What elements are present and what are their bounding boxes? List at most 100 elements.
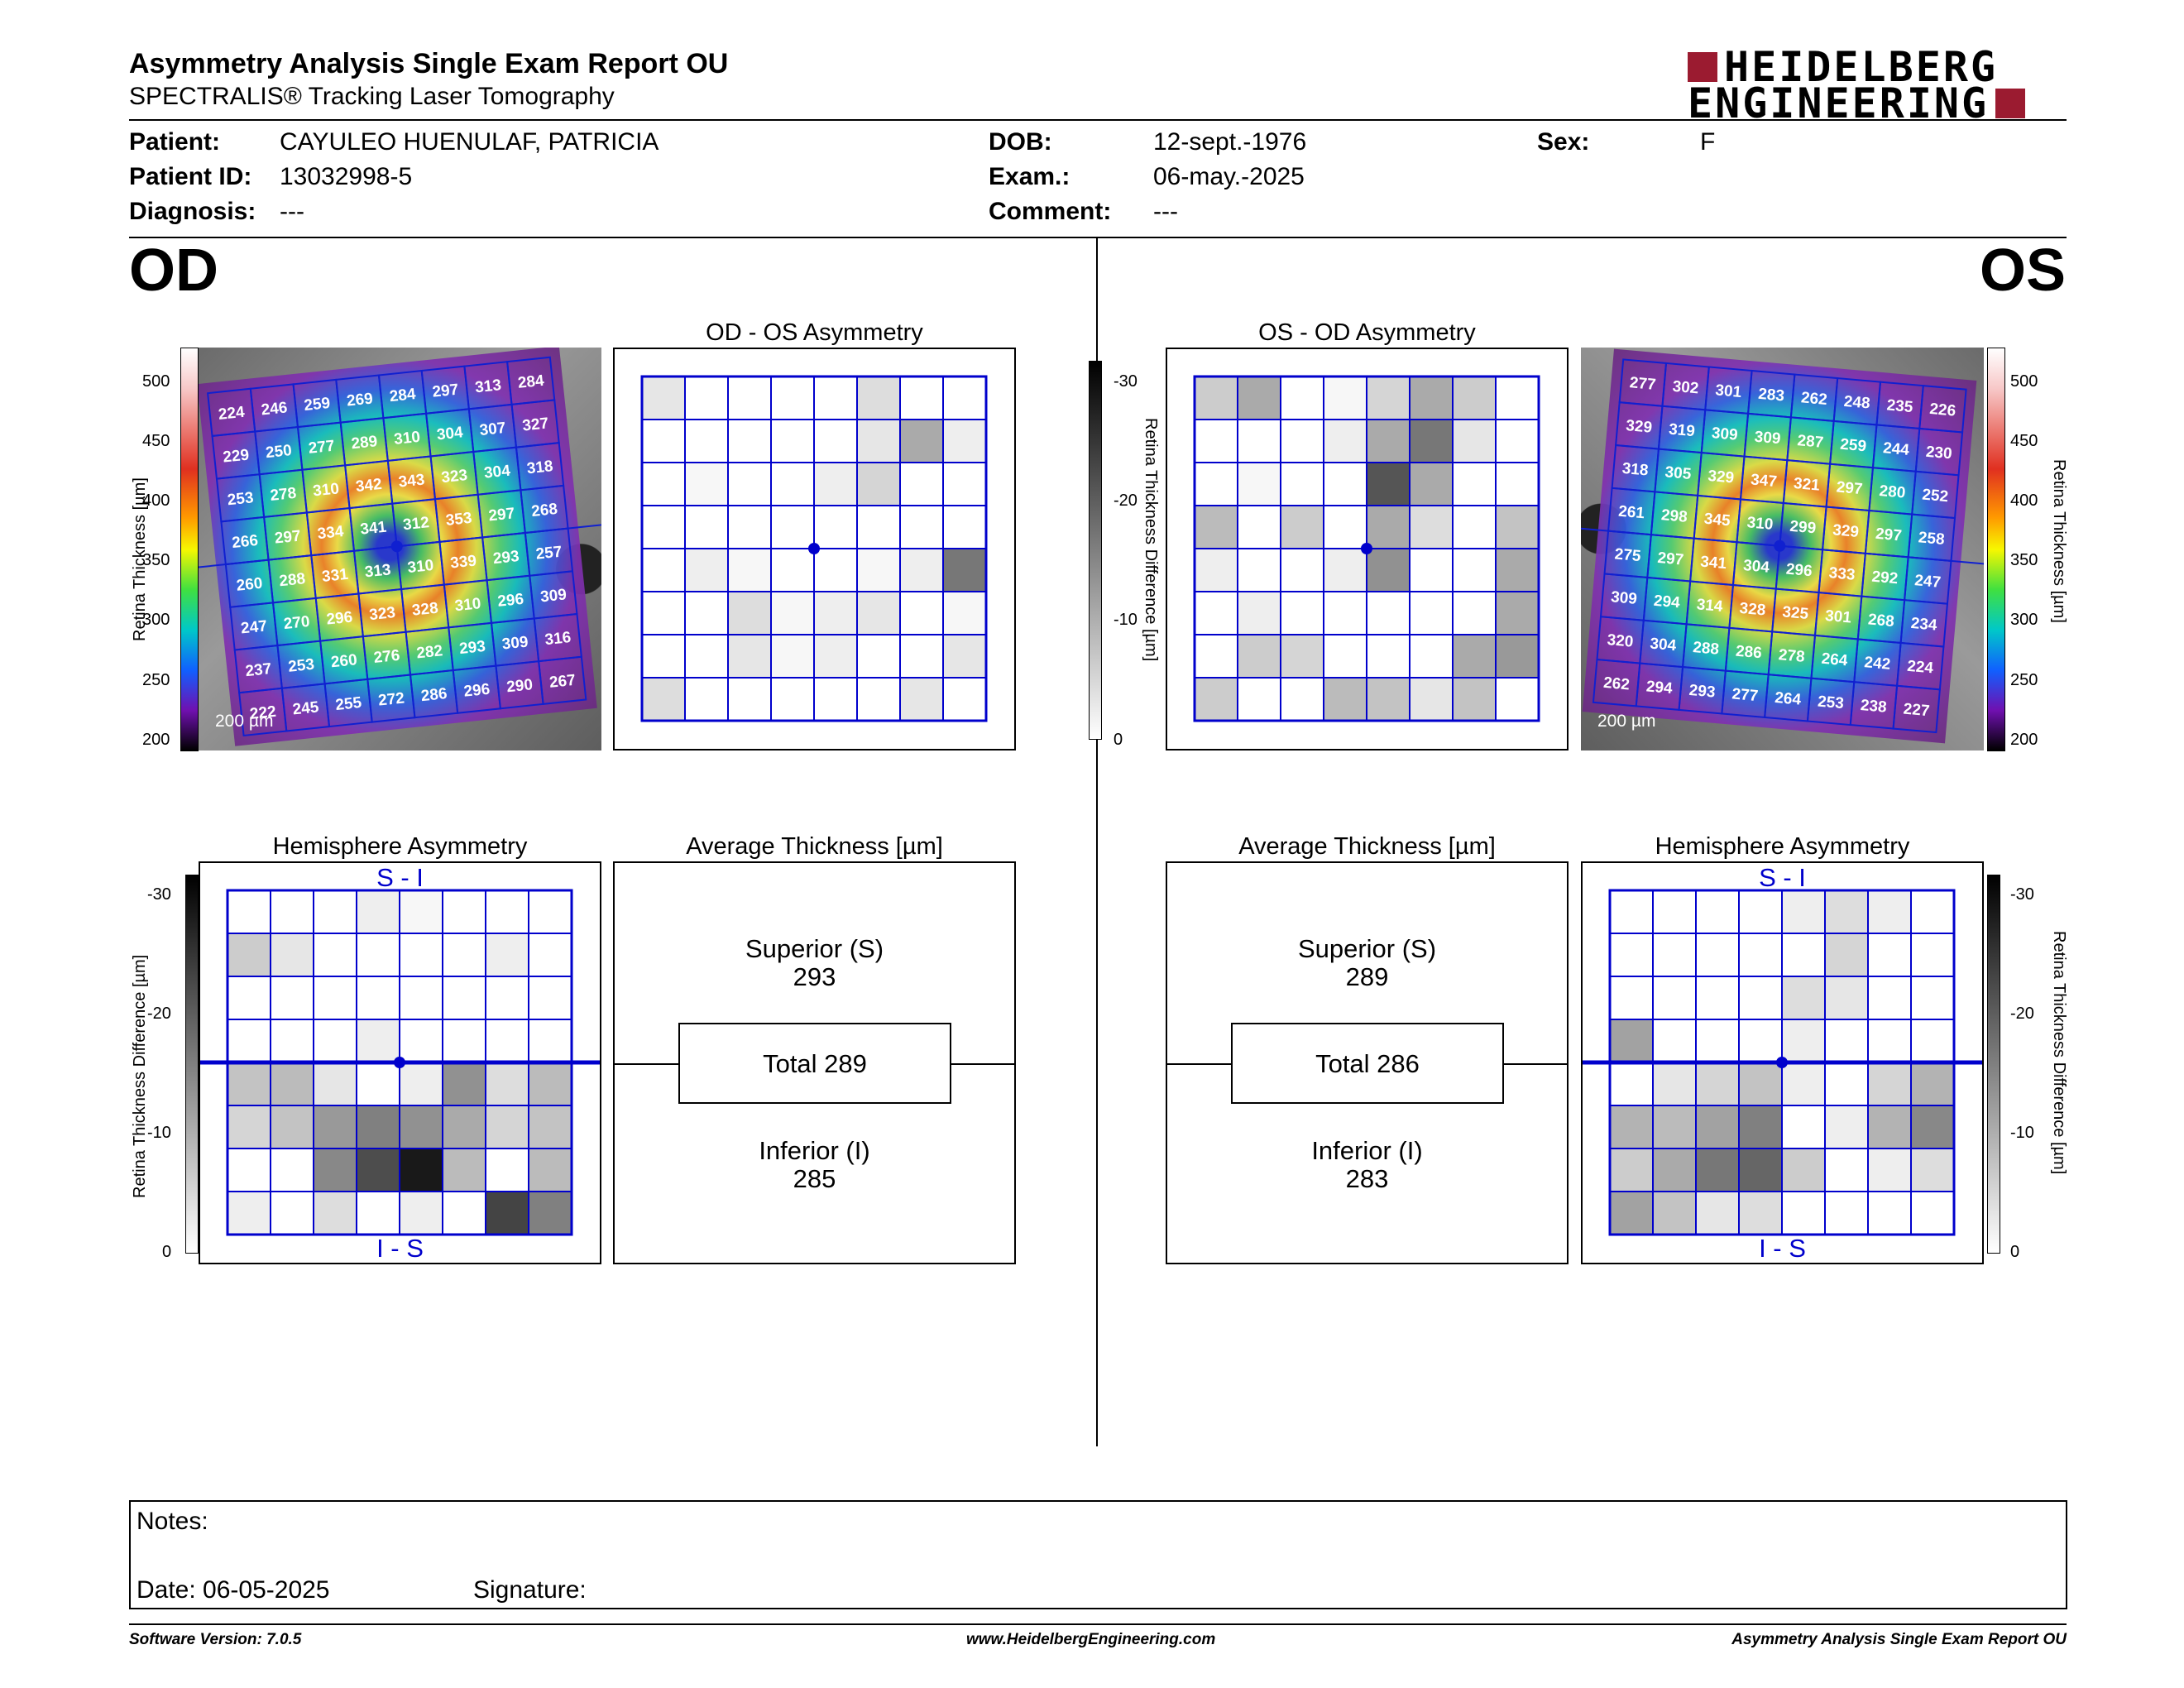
- os-hemi-cell: [1910, 933, 1955, 977]
- od-hemi-cell: [442, 1148, 486, 1192]
- od-asym-cell: [942, 462, 987, 506]
- od-hemi-cell: [485, 976, 529, 1020]
- od-hemi-cell: [399, 1105, 443, 1149]
- os-asym-cell: [1409, 505, 1454, 549]
- os-hemi-cell: [1695, 1062, 1740, 1106]
- od-asym-cell: [684, 591, 729, 635]
- os-asym-title: OS - OD Asymmetry: [1258, 319, 1476, 346]
- od-thickness-value: 310: [454, 595, 482, 615]
- os-asym-cell: [1280, 462, 1324, 506]
- od-hemi-cell: [485, 1062, 529, 1106]
- os-asym-cell: [1280, 419, 1324, 463]
- os-hemi-cell: [1695, 1148, 1740, 1192]
- od-asym-title: OD - OS Asymmetry: [706, 319, 923, 346]
- os-asym-cell: [1237, 462, 1281, 506]
- os-hemi-cell: [1867, 1062, 1912, 1106]
- od-asym-cell: [899, 548, 944, 592]
- od-hemi-cell: [399, 933, 443, 977]
- od-hemi-cell: [356, 933, 400, 977]
- mid-tick-10: -10: [1114, 611, 1138, 629]
- logo-line1: HEIDELBERG: [1724, 43, 1999, 91]
- os-asym-cell: [1366, 505, 1410, 549]
- os-asym-frame: [1193, 375, 1540, 722]
- od-asym-cell: [942, 419, 987, 463]
- os-asym-cell: [1323, 591, 1367, 635]
- od-tick-500: 500: [142, 372, 170, 391]
- os-hemi-cell: [1652, 1062, 1697, 1106]
- od-thickness-value: 268: [530, 501, 558, 520]
- od-asym-cell: [856, 591, 901, 635]
- logo-line2: ENGINEERING: [1688, 79, 1990, 127]
- od-asym-fovea-dot: [808, 543, 820, 554]
- od-hemi-tick-0: 0: [162, 1243, 172, 1261]
- od-hemi-cell: [313, 890, 357, 934]
- os-asym-cell: [1194, 548, 1238, 592]
- od-asym-cell: [641, 462, 686, 506]
- od-thickness-value: 289: [351, 433, 379, 453]
- od-thickness-value: 297: [432, 381, 460, 401]
- od-hemi-cell: [442, 1105, 486, 1149]
- notes-label: Notes:: [136, 1508, 208, 1535]
- od-thickness-value: 278: [270, 485, 298, 505]
- od-thickness-h-axis: [199, 521, 601, 570]
- os-hemisphere-panel: S - I I - S: [1581, 861, 1984, 1264]
- os-hemi-cell: [1609, 1191, 1654, 1235]
- os-asym-cell: [1194, 376, 1238, 420]
- od-thickness-value: 313: [364, 561, 392, 581]
- od-hemi-cell: [399, 1148, 443, 1192]
- footer-report-name: Asymmetry Analysis Single Exam Report OU: [1731, 1631, 2067, 1648]
- os-hemi-cell: [1910, 976, 1955, 1020]
- od-thickness-value: 286: [420, 685, 448, 705]
- od-thickness-value: 341: [359, 519, 387, 539]
- os-asym-cell: [1495, 548, 1540, 592]
- od-thickness-value: 331: [321, 566, 349, 586]
- os-thickness-fovea-dot: [1774, 539, 1786, 552]
- os-thickness-value: 325: [1782, 603, 1810, 623]
- od-asym-cell: [770, 462, 815, 506]
- od-thickness-value: 313: [474, 376, 502, 396]
- od-thickness-value: 222: [249, 703, 277, 723]
- footer-website[interactable]: www.HeidelbergEngineering.com: [966, 1631, 1216, 1648]
- od-fundus-image: 224 246 259 269 284 297 313 284 229 250 277 289 310 3…: [199, 348, 601, 750]
- os-thickness-value: 288: [1692, 639, 1719, 659]
- od-asym-cell: [899, 591, 944, 635]
- od-asym-cell: [684, 376, 729, 420]
- os-thickness-value: 278: [1778, 646, 1805, 666]
- os-thickness-value: 252: [1922, 487, 1949, 506]
- os-hemi-title: Hemisphere Asymmetry: [1655, 833, 1910, 860]
- od-asym-cell: [684, 462, 729, 506]
- os-thickness-value: 333: [1828, 564, 1856, 584]
- os-thickness-value: 309: [1754, 429, 1781, 448]
- od-hemi-cell: [528, 976, 572, 1020]
- od-thickness-value: 229: [222, 446, 250, 466]
- od-hemi-cell: [227, 890, 271, 934]
- os-hemi-cell: [1867, 890, 1912, 934]
- od-tick-350: 350: [142, 551, 170, 569]
- os-asym-cell: [1323, 505, 1367, 549]
- exam-label: Exam.:: [989, 163, 1070, 190]
- os-hemi-cell: [1910, 1191, 1955, 1235]
- od-asym-cell: [942, 505, 987, 549]
- os-thickness-value: 347: [1750, 471, 1777, 491]
- od-asym-cell: [942, 677, 987, 722]
- od-thickness-value: 339: [449, 552, 477, 572]
- os-hemi-cell: [1910, 1148, 1955, 1192]
- os-thickness-value: 345: [1703, 511, 1731, 530]
- patient-id-label: Patient ID:: [129, 163, 252, 190]
- od-asym-cell: [813, 505, 858, 549]
- od-thickness-value: 310: [407, 557, 435, 577]
- od-asym-cell: [856, 677, 901, 722]
- patient-label: Patient:: [129, 128, 221, 156]
- od-hemi-cell: [313, 933, 357, 977]
- os-eye-label: OS: [1979, 237, 2066, 304]
- od-hemi-axis-label: Retina Thickness Difference [µm]: [131, 954, 149, 1198]
- od-avg-title: Average Thickness [µm]: [686, 833, 943, 860]
- os-asym-cell: [1194, 505, 1238, 549]
- od-thickness-value: 342: [355, 476, 383, 496]
- os-asym-cell: [1495, 376, 1540, 420]
- os-total-value: Total 286: [1315, 1049, 1420, 1078]
- os-thickness-value: 286: [1735, 643, 1762, 663]
- os-hemi-cell: [1867, 933, 1912, 977]
- od-asym-cell: [770, 591, 815, 635]
- os-thickness-value: 277: [1731, 685, 1759, 705]
